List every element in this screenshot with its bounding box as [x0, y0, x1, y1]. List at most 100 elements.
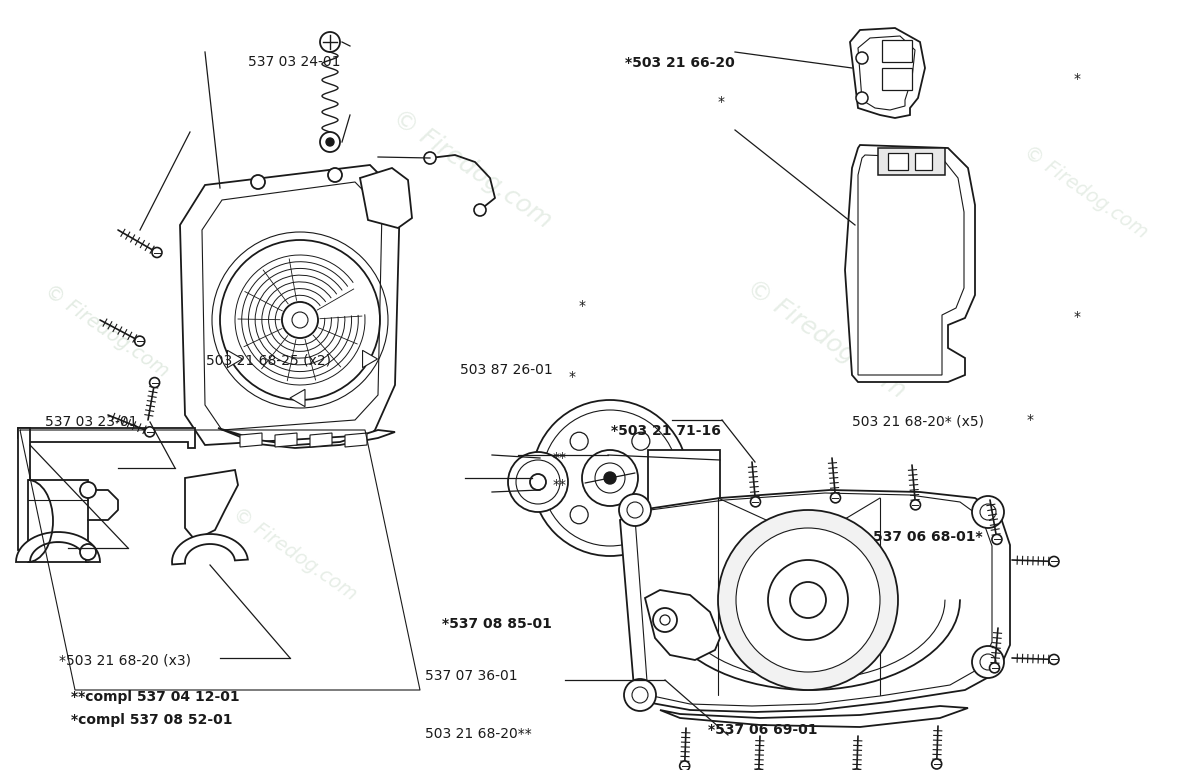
Circle shape — [604, 472, 616, 484]
Circle shape — [981, 504, 996, 520]
Text: © Firedog.com: © Firedog.com — [388, 105, 556, 233]
Polygon shape — [850, 28, 925, 118]
Circle shape — [754, 769, 763, 770]
Circle shape — [911, 500, 920, 510]
Polygon shape — [645, 590, 720, 660]
Circle shape — [620, 494, 651, 526]
Circle shape — [932, 759, 942, 769]
Text: *: * — [717, 95, 725, 109]
Circle shape — [251, 175, 266, 189]
Polygon shape — [345, 433, 367, 447]
Polygon shape — [218, 428, 395, 448]
Text: © Firedog.com: © Firedog.com — [742, 275, 910, 403]
Text: 503 21 68-20* (x5): 503 21 68-20* (x5) — [852, 415, 984, 429]
Circle shape — [152, 247, 162, 257]
Polygon shape — [881, 40, 912, 62]
Circle shape — [992, 534, 1002, 544]
Polygon shape — [18, 428, 30, 550]
Circle shape — [145, 427, 155, 437]
Text: *: * — [578, 300, 585, 313]
Circle shape — [326, 138, 334, 146]
Text: *503 21 66-20: *503 21 66-20 — [625, 56, 735, 70]
Text: 537 03 23-01: 537 03 23-01 — [45, 415, 137, 429]
Text: *: * — [569, 370, 576, 384]
Circle shape — [972, 646, 1004, 678]
Polygon shape — [635, 493, 992, 706]
Text: 503 21 68-20**: 503 21 68-20** — [425, 727, 531, 741]
Circle shape — [530, 474, 546, 490]
Text: *537 08 85-01: *537 08 85-01 — [442, 617, 552, 631]
Text: 537 06 68-01*: 537 06 68-01* — [873, 531, 983, 544]
Polygon shape — [275, 433, 297, 447]
Circle shape — [624, 679, 656, 711]
Polygon shape — [878, 148, 945, 175]
Polygon shape — [202, 182, 382, 430]
Circle shape — [632, 687, 648, 703]
Text: *503 21 68-20 (x3): *503 21 68-20 (x3) — [59, 654, 191, 668]
Circle shape — [582, 450, 638, 506]
Text: 503 21 68-25 (x2): 503 21 68-25 (x2) — [206, 353, 332, 367]
Circle shape — [509, 452, 568, 512]
Polygon shape — [28, 480, 88, 562]
Circle shape — [717, 510, 898, 690]
Circle shape — [291, 312, 308, 328]
Circle shape — [135, 336, 145, 346]
Circle shape — [150, 377, 159, 387]
Text: *503 21 71-16: *503 21 71-16 — [611, 424, 721, 438]
Polygon shape — [881, 68, 912, 90]
Polygon shape — [858, 155, 964, 375]
Polygon shape — [240, 433, 262, 447]
Circle shape — [768, 560, 848, 640]
Text: © Firedog.com: © Firedog.com — [40, 281, 172, 381]
Circle shape — [570, 432, 588, 450]
Circle shape — [595, 463, 625, 493]
Circle shape — [80, 482, 96, 498]
Text: **: ** — [552, 478, 566, 492]
Circle shape — [631, 432, 650, 450]
Circle shape — [981, 654, 996, 670]
Text: 503 87 26-01: 503 87 26-01 — [460, 363, 553, 377]
Text: 537 03 24-01: 537 03 24-01 — [248, 55, 340, 69]
Circle shape — [789, 582, 826, 618]
Text: **compl 537 04 12-01: **compl 537 04 12-01 — [71, 690, 240, 704]
Circle shape — [736, 528, 880, 672]
Circle shape — [680, 761, 689, 770]
Text: © Firedog.com: © Firedog.com — [1020, 142, 1152, 243]
Polygon shape — [310, 433, 332, 447]
Polygon shape — [845, 145, 975, 382]
Text: **: ** — [552, 451, 566, 465]
Polygon shape — [620, 490, 1010, 712]
Polygon shape — [172, 534, 248, 564]
Circle shape — [328, 168, 342, 182]
Text: *: * — [1027, 413, 1034, 427]
Text: *: * — [1074, 72, 1081, 85]
Circle shape — [532, 400, 688, 556]
Circle shape — [750, 497, 760, 507]
Circle shape — [627, 502, 643, 518]
Polygon shape — [660, 706, 968, 727]
Polygon shape — [360, 168, 412, 228]
Text: *compl 537 08 52-01: *compl 537 08 52-01 — [71, 713, 232, 727]
Circle shape — [80, 544, 96, 560]
Circle shape — [1049, 654, 1058, 665]
Circle shape — [474, 204, 486, 216]
Polygon shape — [914, 153, 932, 170]
Circle shape — [320, 32, 340, 52]
Circle shape — [852, 769, 861, 770]
Circle shape — [631, 506, 650, 524]
Polygon shape — [185, 470, 238, 540]
Circle shape — [1049, 557, 1058, 567]
Circle shape — [320, 132, 340, 152]
Polygon shape — [181, 165, 400, 445]
Circle shape — [972, 496, 1004, 528]
Circle shape — [653, 608, 677, 632]
Circle shape — [990, 663, 999, 673]
Polygon shape — [18, 428, 195, 448]
Polygon shape — [648, 450, 720, 510]
Circle shape — [856, 92, 868, 104]
Circle shape — [282, 302, 317, 338]
Polygon shape — [858, 36, 915, 110]
Polygon shape — [889, 153, 907, 170]
Text: *537 06 69-01: *537 06 69-01 — [708, 723, 818, 737]
Circle shape — [660, 615, 670, 625]
